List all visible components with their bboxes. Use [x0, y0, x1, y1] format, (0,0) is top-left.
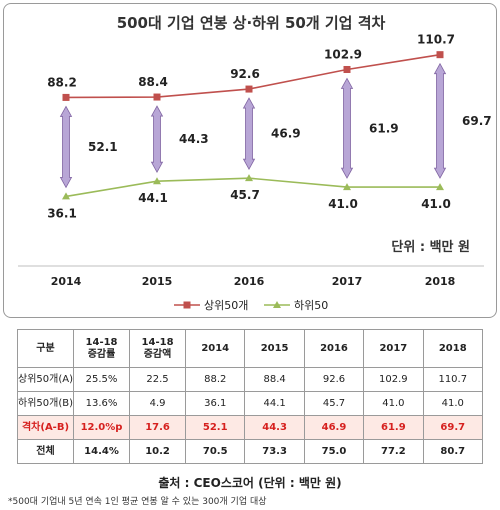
table-header-row: 구분 14-18 증감률 14-18 증감액 2014 2015 2016 2017 2018 [16, 329, 484, 368]
top50-point [153, 93, 161, 101]
gap-value-label: 52.1 [88, 140, 118, 154]
table-cell: 44.3 [244, 415, 305, 440]
table-row: 하위50개(B) 13.6% 4.9 36.1 44.1 45.7 41.0 41.0 [16, 391, 484, 416]
table-cell: 61.9 [363, 415, 424, 440]
bottom50-point [436, 183, 444, 191]
table-cell: 45.7 [303, 391, 365, 416]
table-cell: 52.1 [185, 415, 246, 440]
unit-label: 단위 : 백만 원 [391, 240, 470, 255]
table-cell: 102.9 [363, 367, 424, 392]
row-label-cell: 격차(A-B) [16, 415, 75, 440]
x-tick-label: 2015 [142, 275, 173, 288]
table-cell: 36.1 [185, 391, 246, 416]
top50-point [343, 65, 351, 73]
x-tick-label: 2014 [51, 275, 82, 288]
table-cell: 10.2 [129, 439, 187, 464]
line-chart: 52.1 44.3 46.9 61.9 69.7 88.2 88.4 92.6 102.9 110… [18, 33, 492, 312]
table-cell: 77.2 [363, 439, 424, 464]
table-cell: 88.4 [244, 367, 305, 392]
gap-value-label: 61.9 [369, 121, 399, 135]
gap-arrow [150, 105, 164, 174]
top50-value-label: 88.2 [47, 75, 77, 89]
top50-point [436, 51, 444, 59]
table-header-cell: 2015 [244, 329, 305, 368]
table-cell: 41.0 [363, 391, 424, 416]
table-cell: 46.9 [303, 415, 365, 440]
legend-top50-label: 상위50개 [204, 299, 248, 312]
bottom50-point [153, 177, 161, 185]
table-cell: 70.5 [185, 439, 246, 464]
gap-value-label: 46.9 [271, 127, 301, 141]
row-label-cell: 상위50개(A) [16, 367, 75, 392]
table-cell: 69.7 [422, 415, 484, 440]
table-cell: 4.9 [129, 391, 187, 416]
gap-arrow [433, 62, 447, 179]
table-cell: 22.5 [129, 367, 187, 392]
table-cell: 12.0%p [73, 415, 131, 440]
bottom50-point [245, 174, 253, 182]
table-header-cell: 2016 [303, 329, 365, 368]
gap-value-label: 44.3 [179, 132, 209, 146]
bottom50-value-label: 41.0 [421, 197, 451, 211]
bottom50-point [62, 192, 70, 200]
table-cell: 110.7 [422, 367, 484, 392]
legend-bottom50-marker [273, 301, 281, 308]
top50-value-label: 102.9 [324, 47, 362, 61]
chart-title: 500대 기업 연봉 상·하위 50개 기업 격차 [116, 14, 386, 32]
gap-arrow [59, 105, 73, 189]
table-cell: 13.6% [73, 391, 131, 416]
table-cell: 88.2 [185, 367, 246, 392]
x-tick-label: 2016 [234, 275, 265, 288]
row-label-cell: 하위50개(B) [16, 391, 75, 416]
table-cell: 80.7 [422, 439, 484, 464]
bottom50-value-label: 41.0 [328, 197, 358, 211]
table-header-cell: 2018 [422, 329, 484, 368]
gap-value-label: 69.7 [462, 114, 492, 128]
row-label-cell: 전체 [16, 439, 75, 464]
top50-point [62, 93, 70, 101]
table-row: 전체 14.4% 10.2 70.5 73.3 75.0 77.2 80.7 [16, 439, 484, 464]
legend-bottom50-label: 하위50 [294, 298, 328, 312]
top50-value-label: 92.6 [230, 67, 260, 81]
data-table: 구분 14-18 증감률 14-18 증감액 2014 2015 2016 2017 2018 상위… [16, 329, 484, 464]
bottom50-value-label: 36.1 [47, 206, 77, 220]
table-header-cell: 14-18 증감률 [73, 329, 131, 368]
legend-top50-marker [183, 301, 191, 309]
gap-arrow [340, 77, 354, 179]
gap-arrow [242, 97, 256, 171]
table-row: 상위50개(A) 25.5% 22.5 88.2 88.4 92.6 102.9 110.7 [16, 367, 484, 392]
table-cell: 73.3 [244, 439, 305, 464]
table-header-cell: 14-18 증감액 [129, 329, 187, 368]
bottom50-point [343, 183, 351, 191]
footnote-text: *500대 기업내 5년 연속 1인 평균 연봉 알 수 있는 300개 기업 … [8, 497, 267, 507]
table-header-cell: 구분 [16, 329, 75, 368]
table-cell: 44.1 [244, 391, 305, 416]
table-cell: 25.5% [73, 367, 131, 392]
table-cell: 92.6 [303, 367, 365, 392]
source-text: 출처 : CEO스코어 (단위 : 백만 원) [158, 476, 342, 490]
table-cell: 14.4% [73, 439, 131, 464]
table-cell: 41.0 [422, 391, 484, 416]
x-tick-label: 2017 [332, 275, 363, 288]
bottom50-value-label: 44.1 [138, 191, 168, 205]
bottom50-value-label: 45.7 [230, 188, 260, 202]
table-header-cell: 2014 [185, 329, 246, 368]
table-row: 격차(A-B) 12.0%p 17.6 52.1 44.3 46.9 61.9 69.7 [16, 415, 484, 440]
table-cell: 75.0 [303, 439, 365, 464]
top50-value-label: 110.7 [417, 33, 455, 47]
table-header-cell: 2017 [363, 329, 424, 368]
top50-value-label: 88.4 [138, 75, 168, 89]
top50-point [245, 85, 253, 93]
chart-panel: 500대 기업 연봉 상·하위 50개 기업 격차 52.1 44.3 46.9 61… [3, 3, 497, 318]
table-cell: 17.6 [129, 415, 187, 440]
x-tick-label: 2018 [425, 275, 456, 288]
